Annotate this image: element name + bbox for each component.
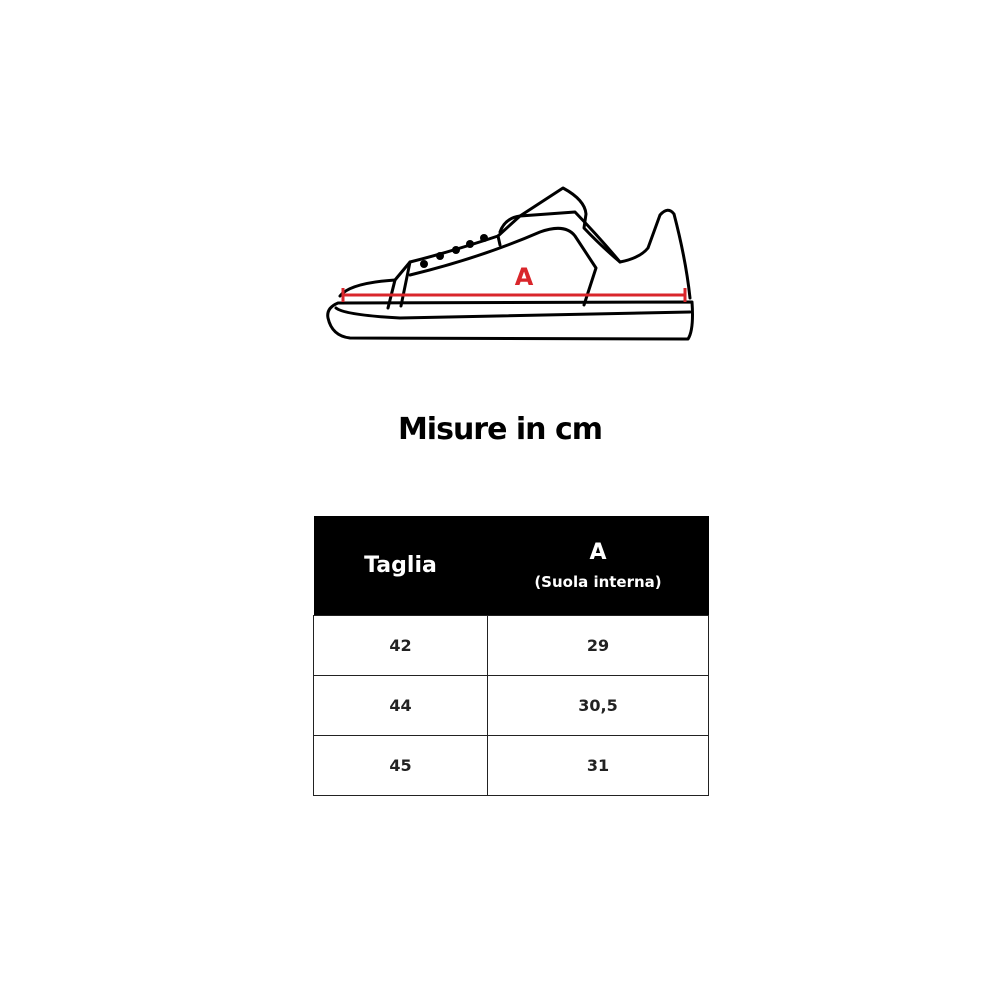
table-row: 44 30,5 (313, 675, 709, 736)
header-taglia: Taglia (313, 516, 488, 616)
header-label: Taglia (364, 553, 437, 578)
cell-a: 30,5 (487, 675, 709, 736)
table-header: Taglia A (Suola interna) (313, 516, 709, 616)
cell-a: 31 (487, 735, 709, 796)
cell-a: 29 (487, 615, 709, 676)
cell-size: 44 (313, 675, 488, 736)
page-title: Misure in cm (397, 412, 603, 447)
cell-size: 42 (313, 615, 488, 676)
header-sub: (Suola interna) (534, 573, 662, 591)
header-a: A (Suola interna) (487, 516, 709, 616)
sneaker-icon: A (326, 186, 694, 341)
header-label: A (589, 540, 607, 565)
table-row: 42 29 (313, 615, 709, 676)
size-table: Taglia A (Suola interna) 42 29 44 30,5 45 31 (313, 516, 709, 796)
cell-size: 45 (313, 735, 488, 796)
measure-label: A (515, 263, 534, 291)
table-row: 45 31 (313, 735, 709, 796)
